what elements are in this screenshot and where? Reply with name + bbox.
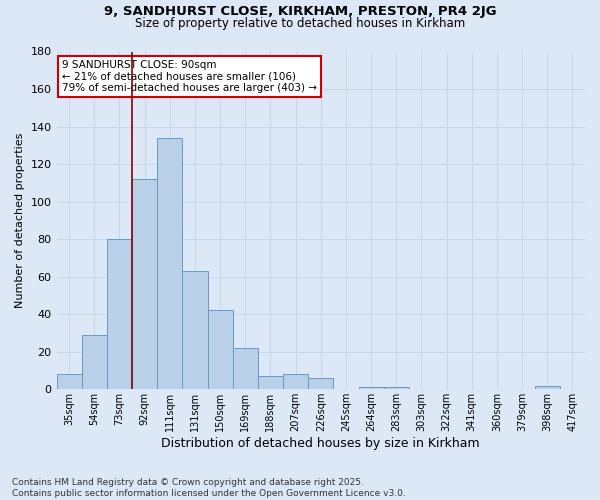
Bar <box>208 310 233 390</box>
Bar <box>56 374 82 390</box>
Bar <box>359 388 383 390</box>
Y-axis label: Number of detached properties: Number of detached properties <box>15 132 25 308</box>
Bar <box>107 239 132 390</box>
Text: Contains HM Land Registry data © Crown copyright and database right 2025.
Contai: Contains HM Land Registry data © Crown c… <box>12 478 406 498</box>
Bar <box>132 179 157 390</box>
Bar <box>308 378 334 390</box>
Bar <box>535 386 560 390</box>
Bar <box>383 388 409 390</box>
X-axis label: Distribution of detached houses by size in Kirkham: Distribution of detached houses by size … <box>161 437 480 450</box>
Text: 9, SANDHURST CLOSE, KIRKHAM, PRESTON, PR4 2JG: 9, SANDHURST CLOSE, KIRKHAM, PRESTON, PR… <box>104 5 496 18</box>
Bar <box>157 138 182 390</box>
Bar <box>283 374 308 390</box>
Bar <box>233 348 258 390</box>
Bar <box>258 376 283 390</box>
Text: 9 SANDHURST CLOSE: 90sqm
← 21% of detached houses are smaller (106)
79% of semi-: 9 SANDHURST CLOSE: 90sqm ← 21% of detach… <box>62 60 317 93</box>
Bar <box>82 335 107 390</box>
Bar <box>182 271 208 390</box>
Text: Size of property relative to detached houses in Kirkham: Size of property relative to detached ho… <box>135 18 465 30</box>
